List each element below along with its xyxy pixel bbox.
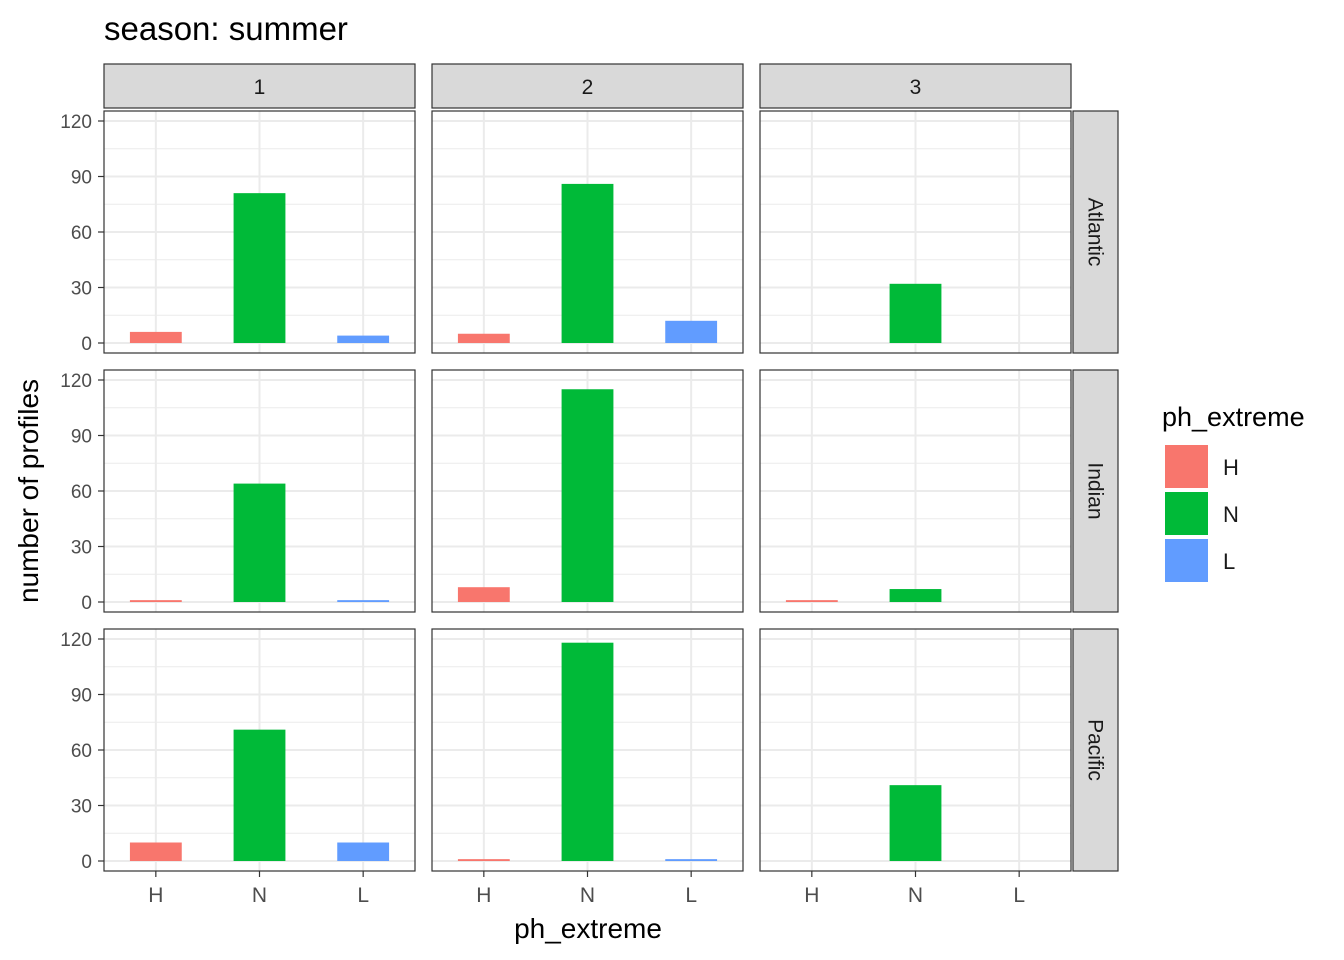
- facet-strip-col-1: [103, 63, 416, 109]
- bar-N-indian-1: [233, 483, 286, 602]
- bar-L-pacific-1: [337, 842, 390, 861]
- y-tick-label: 60: [71, 482, 92, 503]
- bar-L-atlantic-1: [337, 335, 390, 343]
- facet-strip-col-2: [431, 63, 744, 109]
- facet-strip-row-atlantic: [1072, 110, 1119, 354]
- panel-atlantic-3: [759, 110, 1072, 354]
- y-tick-label: 30: [71, 538, 92, 559]
- panel-pacific-2: [431, 628, 744, 872]
- bar-L-atlantic-2: [665, 320, 718, 343]
- panel-border: [759, 110, 1072, 354]
- legend-title: ph_extreme: [1162, 402, 1305, 432]
- legend-label-L: L: [1223, 549, 1235, 574]
- y-tick-label: 90: [71, 427, 92, 448]
- facet-strip-label-col-2: 2: [582, 76, 594, 99]
- panel-border: [431, 110, 744, 354]
- bar-H-indian-3: [785, 600, 838, 602]
- bar-N-indian-3: [889, 589, 942, 602]
- bar-H-pacific-1: [129, 842, 182, 861]
- bar-N-atlantic-2: [561, 183, 614, 343]
- bar-H-atlantic-1: [129, 331, 182, 343]
- y-tick-label: 120: [60, 630, 92, 651]
- bar-H-pacific-2: [457, 859, 510, 861]
- panel-indian-3: [759, 369, 1072, 613]
- facet-strip-row-pacific: [1072, 628, 1119, 872]
- facet-strip-label-col-1: 1: [254, 76, 266, 99]
- y-axis-title: number of profiles: [13, 379, 44, 603]
- legend-label-N: N: [1223, 502, 1239, 527]
- panel-border: [759, 369, 1072, 613]
- legend-key-L: [1165, 539, 1208, 582]
- facet-strip-label-row-atlantic: Atlantic: [1084, 198, 1107, 267]
- panel-atlantic-1: [103, 110, 416, 354]
- legend-key-N: [1165, 492, 1208, 535]
- facet-strip-row-indian: [1072, 369, 1119, 613]
- y-tick-label: 120: [60, 371, 92, 392]
- y-tick-label: 0: [81, 852, 92, 873]
- x-tick-label: H: [476, 884, 491, 907]
- panel-pacific-1: [103, 628, 416, 872]
- facet-strip-col-3: [759, 63, 1072, 109]
- y-tick-label: 60: [71, 223, 92, 244]
- x-tick-label: L: [357, 884, 369, 907]
- x-tick-label: N: [580, 884, 595, 907]
- facet-strip-label-col-3: 3: [910, 76, 922, 99]
- bar-N-indian-2: [561, 389, 614, 602]
- x-tick-label: N: [908, 884, 923, 907]
- panel-border: [431, 369, 744, 613]
- facet-strip-label-row-indian: Indian: [1084, 462, 1107, 519]
- y-tick-label: 0: [81, 334, 92, 355]
- bar-N-pacific-3: [889, 785, 942, 861]
- y-tick-label: 60: [71, 741, 92, 762]
- y-tick-label: 120: [60, 112, 92, 133]
- y-tick-label: 30: [71, 797, 92, 818]
- bar-N-pacific-2: [561, 642, 614, 861]
- y-tick-label: 0: [81, 593, 92, 614]
- x-tick-label: H: [804, 884, 819, 907]
- bar-N-atlantic-1: [233, 193, 286, 343]
- x-tick-label: L: [1013, 884, 1025, 907]
- panel-indian-2: [431, 369, 744, 613]
- legend: ph_extreme HNL: [1162, 402, 1305, 582]
- legend-label-H: H: [1223, 455, 1239, 480]
- panel-atlantic-2: [431, 110, 744, 354]
- chart-title: season: summer: [104, 10, 348, 47]
- legend-key-H: [1165, 445, 1208, 488]
- y-tick-label: 30: [71, 279, 92, 300]
- y-tick-label: 90: [71, 686, 92, 707]
- x-tick-label: L: [685, 884, 697, 907]
- bar-H-atlantic-2: [457, 333, 510, 343]
- bar-L-pacific-2: [665, 859, 718, 861]
- bar-N-atlantic-3: [889, 283, 942, 343]
- panel-indian-1: [103, 369, 416, 613]
- bar-H-indian-1: [129, 600, 182, 602]
- panel-pacific-3: [759, 628, 1072, 872]
- y-tick-label: 90: [71, 168, 92, 189]
- x-tick-label: H: [148, 884, 163, 907]
- facet-grid: 1 2 3 Atlantic Indian Pacific 0 30 60 90 120 0 30 60 9…: [60, 63, 1119, 907]
- x-axis-title: ph_extreme: [514, 913, 662, 944]
- bar-L-indian-1: [337, 600, 390, 602]
- facet-strip-label-row-pacific: Pacific: [1084, 719, 1107, 781]
- bar-H-indian-2: [457, 587, 510, 602]
- bar-N-pacific-1: [233, 729, 286, 861]
- x-tick-label: N: [252, 884, 267, 907]
